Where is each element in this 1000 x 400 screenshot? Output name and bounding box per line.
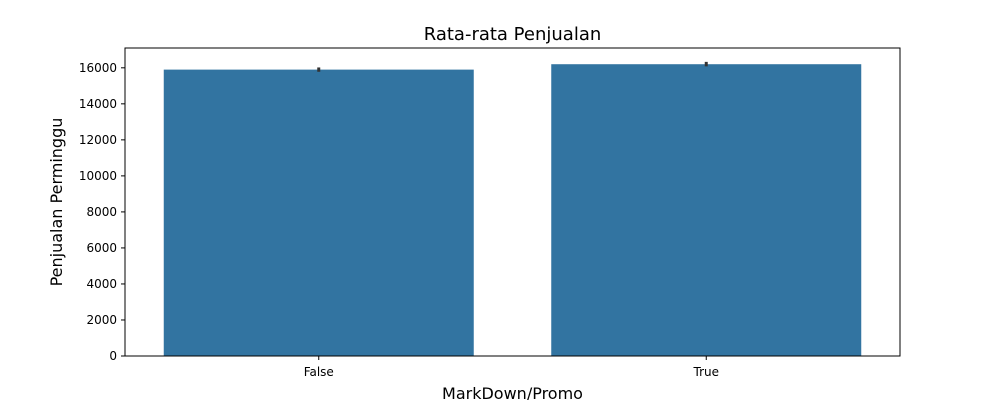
y-tick-label: 6000 [86, 241, 117, 255]
y-axis-ticks: 0 2000 4000 6000 8000 10000 12000 14000 16000 [79, 61, 125, 363]
x-axis-ticks: False True [304, 356, 719, 379]
y-tick-label: 16000 [79, 61, 117, 75]
y-tick-label: 14000 [79, 97, 117, 111]
y-tick-label: 12000 [79, 133, 117, 147]
bars [163, 61, 862, 357]
y-tick-label: 2000 [86, 313, 117, 327]
bar-true [551, 64, 862, 357]
plot-frame [124, 47, 901, 357]
y-axis-label: Penjualan Perminggu [47, 118, 66, 287]
x-tick-label: True [693, 365, 720, 379]
x-axis-label: MarkDown/Promo [442, 384, 583, 400]
chart-title: Rata-rata Penjualan [424, 24, 602, 45]
y-tick-label: 8000 [86, 205, 117, 219]
y-tick-label: 10000 [79, 169, 117, 183]
bar-false [163, 69, 474, 356]
y-tick-label: 4000 [86, 277, 117, 291]
x-tick-label: False [304, 365, 334, 379]
y-tick-label: 0 [109, 349, 117, 363]
